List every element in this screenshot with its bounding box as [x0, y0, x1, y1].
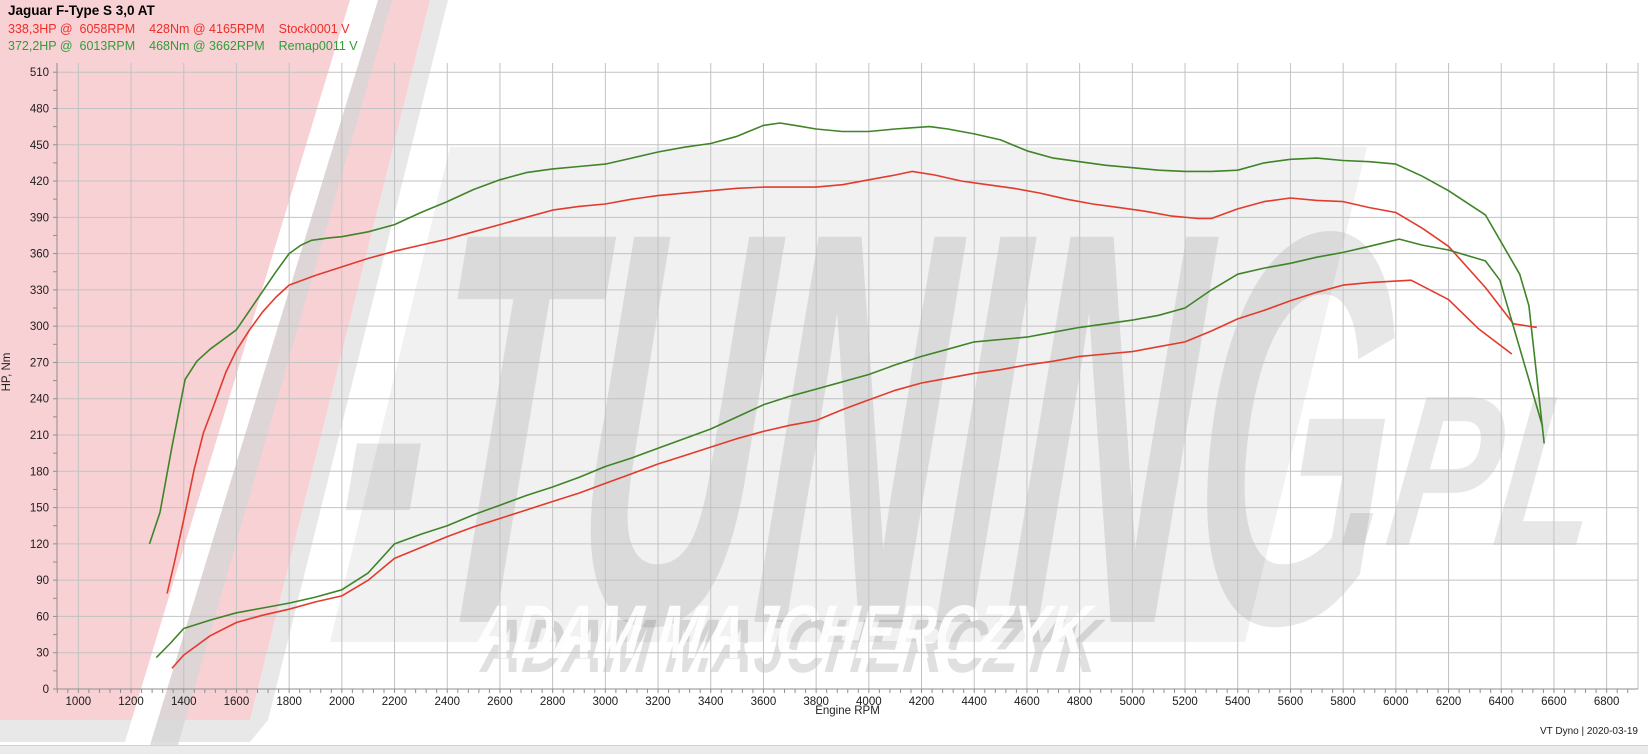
- svg-text:4000: 4000: [856, 696, 882, 708]
- svg-text:4200: 4200: [909, 696, 935, 708]
- remap-power-value: 372,2HP @ 6013RPM: [8, 39, 136, 53]
- curve: [166, 170, 1537, 594]
- svg-text:1400: 1400: [171, 696, 197, 708]
- stock-power-value: 338,3HP @ 6058RPM: [8, 21, 136, 36]
- svg-text:120: 120: [30, 539, 49, 551]
- svg-text:300: 300: [30, 321, 49, 333]
- svg-text:1200: 1200: [118, 696, 144, 708]
- svg-text:3400: 3400: [698, 696, 724, 708]
- svg-text:30: 30: [36, 648, 49, 660]
- curve: [171, 279, 1513, 669]
- svg-text:2600: 2600: [487, 696, 513, 708]
- stock-torque-value: 428Nm @ 4165RPM: [149, 21, 265, 36]
- svg-text:5000: 5000: [1120, 696, 1146, 708]
- svg-text:1600: 1600: [224, 696, 250, 708]
- svg-text:5600: 5600: [1278, 696, 1304, 708]
- owner-watermark-text: ADAM MAJCHERCZYK: [466, 590, 1098, 675]
- svg-text:90: 90: [36, 575, 49, 587]
- svg-text:6400: 6400: [1488, 696, 1514, 708]
- curve: [148, 122, 1545, 545]
- v-logo-watermark: [0, 0, 448, 745]
- svg-text:420: 420: [30, 176, 49, 188]
- svg-text:3800: 3800: [803, 696, 829, 708]
- svg-text:0: 0: [43, 684, 49, 696]
- svg-text:4400: 4400: [961, 696, 987, 708]
- svg-text:480: 480: [30, 103, 49, 115]
- grid: [57, 63, 1639, 690]
- svg-text:2800: 2800: [540, 696, 566, 708]
- page-title: Jaguar F-Type S 3,0 AT: [8, 3, 155, 18]
- svg-text:60: 60: [36, 611, 49, 623]
- x-tick-labels: 1000 1200 1400 1600 1800 2000 2200 2400 2600 2800…: [66, 696, 1620, 708]
- svg-text:510: 510: [30, 67, 49, 79]
- svg-text:2200: 2200: [382, 696, 408, 708]
- curve: [155, 238, 1544, 659]
- owner-watermark-shadow: ADAM MAJCHERCZYK: [476, 604, 1108, 689]
- remap-run-line: 372,2HP @ 6013RPM 468Nm @ 3662RPM Remap0…: [8, 40, 358, 53]
- svg-text:4600: 4600: [1014, 696, 1040, 708]
- remap-run-selector[interactable]: Remap0011 V: [278, 39, 358, 53]
- svg-text:2400: 2400: [434, 696, 460, 708]
- svg-text:3200: 3200: [645, 696, 671, 708]
- window-bottom-strip: [0, 745, 1648, 754]
- svg-text:450: 450: [30, 140, 49, 152]
- svg-text:1000: 1000: [66, 696, 92, 708]
- y-tick-labels: 0 30 60 90 120 150 180 210 240 270 300 330 360 390 420…: [30, 67, 49, 696]
- svg-text:390: 390: [30, 212, 49, 224]
- chart-header: Jaguar F-Type S 3,0 AT 338,3HP @ 6058RPM…: [8, 4, 358, 58]
- svg-text:6600: 6600: [1541, 696, 1567, 708]
- svg-text:6200: 6200: [1436, 696, 1462, 708]
- svg-text:180: 180: [30, 466, 49, 478]
- svg-text:6000: 6000: [1383, 696, 1409, 708]
- svg-text:150: 150: [30, 503, 49, 515]
- svg-text:2000: 2000: [329, 696, 355, 708]
- svg-text:3600: 3600: [751, 696, 777, 708]
- svg-text:360: 360: [30, 249, 49, 261]
- svg-text:270: 270: [30, 357, 49, 369]
- svg-text:1800: 1800: [276, 696, 302, 708]
- svg-text:330: 330: [30, 285, 49, 297]
- svg-text:3000: 3000: [593, 696, 619, 708]
- svg-text:240: 240: [30, 394, 49, 406]
- stock-run-line: 338,3HP @ 6058RPM 428Nm @ 4165RPM Stock0…: [8, 21, 358, 36]
- svg-text:6800: 6800: [1594, 696, 1620, 708]
- footer-note: VT Dyno | 2020-03-19: [1539, 726, 1638, 737]
- svg-text:5800: 5800: [1330, 696, 1356, 708]
- svg-text:5200: 5200: [1172, 696, 1198, 708]
- y-axis-title: HP, Nm: [1, 352, 13, 392]
- remap-torque-value: 468Nm @ 3662RPM: [149, 39, 265, 53]
- dyno-curves: [148, 122, 1545, 669]
- svg-text:210: 210: [30, 430, 49, 442]
- minor-ticks: [53, 71, 1629, 693]
- svg-text:5400: 5400: [1225, 696, 1251, 708]
- axis-lines: [56, 63, 1638, 690]
- tuning-watermark-text: -TUNING: [321, 116, 1420, 741]
- stock-run-selector[interactable]: Stock0001 V: [278, 21, 350, 36]
- x-axis-title: Engine RPM: [815, 705, 880, 717]
- svg-text:4800: 4800: [1067, 696, 1093, 708]
